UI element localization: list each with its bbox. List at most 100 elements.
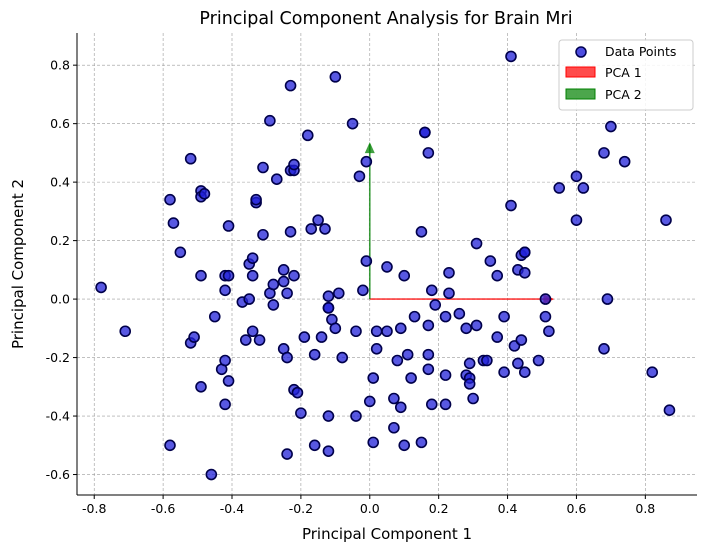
- data-point: [246, 325, 259, 338]
- data-point: [250, 193, 262, 206]
- y-tick-label: 0.4: [50, 175, 70, 190]
- data-point: [119, 325, 132, 338]
- data-point: [463, 378, 476, 390]
- data-point: [391, 354, 404, 367]
- y-tick-label: -0.2: [46, 350, 70, 365]
- data-point: [246, 269, 259, 282]
- data-point: [322, 302, 335, 314]
- data-point: [353, 170, 366, 183]
- data-point: [381, 261, 393, 273]
- data-point: [312, 214, 324, 226]
- x-tick-label: 0.2: [429, 501, 449, 516]
- data-point: [491, 331, 504, 343]
- data-point: [370, 325, 383, 338]
- x-tick-label: 0.6: [566, 501, 586, 516]
- data-point: [570, 170, 583, 183]
- data-point: [398, 439, 411, 452]
- data-point: [439, 398, 452, 411]
- data-point: [367, 436, 380, 449]
- data-point: [422, 363, 435, 376]
- data-point: [439, 369, 452, 381]
- data-point: [505, 50, 517, 63]
- data-point: [425, 284, 438, 297]
- data-point: [570, 214, 583, 226]
- data-point: [505, 199, 517, 212]
- data-point: [381, 325, 393, 338]
- data-point: [360, 255, 373, 267]
- x-tick-label: 0.8: [635, 501, 655, 516]
- data-point: [370, 342, 383, 355]
- data-point: [264, 114, 276, 127]
- data-point: [394, 322, 407, 335]
- data-point: [425, 398, 438, 411]
- pca-2-arrow-head: [364, 142, 375, 154]
- data-point: [422, 319, 435, 332]
- data-point: [422, 147, 435, 159]
- y-axis-label: Principal Component 2: [9, 179, 27, 349]
- data-point: [598, 342, 610, 355]
- data-point: [277, 275, 290, 288]
- data-point: [305, 223, 318, 235]
- data-point: [184, 152, 197, 165]
- data-point: [322, 410, 335, 422]
- data-point: [394, 401, 407, 414]
- legend-marker-data-points: [575, 46, 587, 58]
- data-point: [453, 307, 466, 320]
- data-point: [284, 79, 297, 92]
- data-point: [518, 266, 531, 279]
- y-tick-label: 0.0: [50, 292, 70, 307]
- data-point: [295, 407, 307, 419]
- data-point: [481, 354, 493, 367]
- data-point: [174, 246, 187, 259]
- data-point: [164, 439, 176, 452]
- data-point: [195, 381, 207, 393]
- data-point: [222, 269, 235, 282]
- data-point: [198, 188, 211, 200]
- data-point: [281, 448, 293, 460]
- data-point: [512, 357, 524, 370]
- legend-label-pca-1: PCA 1: [605, 65, 642, 80]
- data-point: [95, 281, 107, 294]
- data-point: [301, 129, 314, 142]
- data-point: [518, 366, 531, 378]
- data-point: [605, 120, 617, 133]
- data-point: [350, 410, 362, 422]
- data-point: [405, 372, 417, 384]
- data-point: [484, 255, 497, 267]
- data-point: [398, 269, 411, 282]
- data-point: [167, 217, 180, 229]
- y-tick-label: 0.8: [50, 58, 70, 73]
- data-point: [350, 325, 362, 338]
- x-tick-label: -0.4: [220, 501, 244, 516]
- chart-title: Principal Component Analysis for Brain M…: [199, 9, 572, 29]
- x-tick-label: 0.0: [360, 501, 380, 516]
- legend-label-data-points: Data Points: [605, 44, 676, 59]
- data-point: [322, 290, 335, 302]
- data-point: [467, 392, 479, 405]
- data-point: [291, 386, 304, 399]
- data-point: [219, 398, 231, 411]
- data-point: [288, 158, 300, 171]
- data-point: [491, 269, 504, 282]
- data-point: [429, 299, 442, 311]
- data-point: [539, 310, 552, 323]
- data-point: [322, 445, 335, 457]
- data-point: [660, 214, 672, 226]
- data-point: [515, 334, 528, 346]
- data-point: [205, 468, 218, 481]
- data-point: [408, 310, 421, 323]
- data-point: [284, 226, 297, 238]
- data-point: [463, 357, 476, 370]
- data-point: [219, 354, 231, 367]
- data-point: [239, 334, 252, 346]
- data-point: [663, 404, 676, 417]
- data-point: [267, 278, 280, 291]
- pca-vectors: [364, 142, 555, 305]
- x-tick-label: -0.6: [151, 501, 175, 516]
- data-point: [388, 421, 400, 434]
- data-point: [346, 117, 359, 130]
- y-tick-label: -0.6: [46, 467, 70, 482]
- data-point: [257, 161, 269, 174]
- data-point: [329, 322, 342, 335]
